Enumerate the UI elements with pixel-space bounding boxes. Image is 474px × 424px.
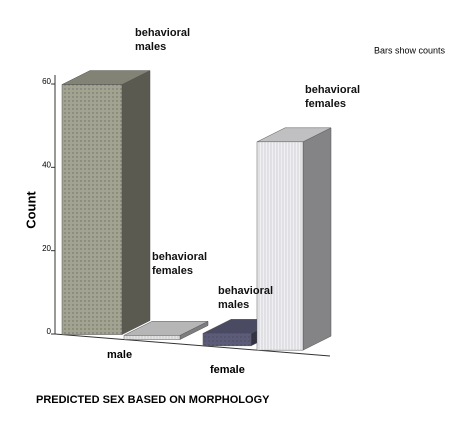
data-label: behavioral females xyxy=(305,84,361,110)
x-axis-title: PREDICTED SEX BASED ON MORPHOLOGY xyxy=(36,394,270,406)
bar-texture xyxy=(124,335,180,340)
y-tick-label: 20 xyxy=(42,244,51,253)
y-axis-title: Count xyxy=(23,191,38,229)
y-tick-label: 0 xyxy=(47,327,52,336)
bar-side xyxy=(302,127,332,351)
data-label: behavioral males xyxy=(218,285,274,311)
annotation: Bars show counts xyxy=(374,45,446,55)
bar-texture xyxy=(257,141,303,351)
y-tick-label: 60 xyxy=(42,77,51,86)
x-tick-label: male xyxy=(107,349,132,361)
x-tick-label: female xyxy=(210,364,245,376)
x-axis xyxy=(54,333,331,357)
bar-texture xyxy=(203,333,251,346)
y-tick-label: 40 xyxy=(42,160,51,169)
bar-side xyxy=(121,70,151,335)
bar-texture xyxy=(62,84,122,335)
data-label: behavioral males xyxy=(135,27,191,53)
data-label: behavioral females xyxy=(152,251,208,277)
